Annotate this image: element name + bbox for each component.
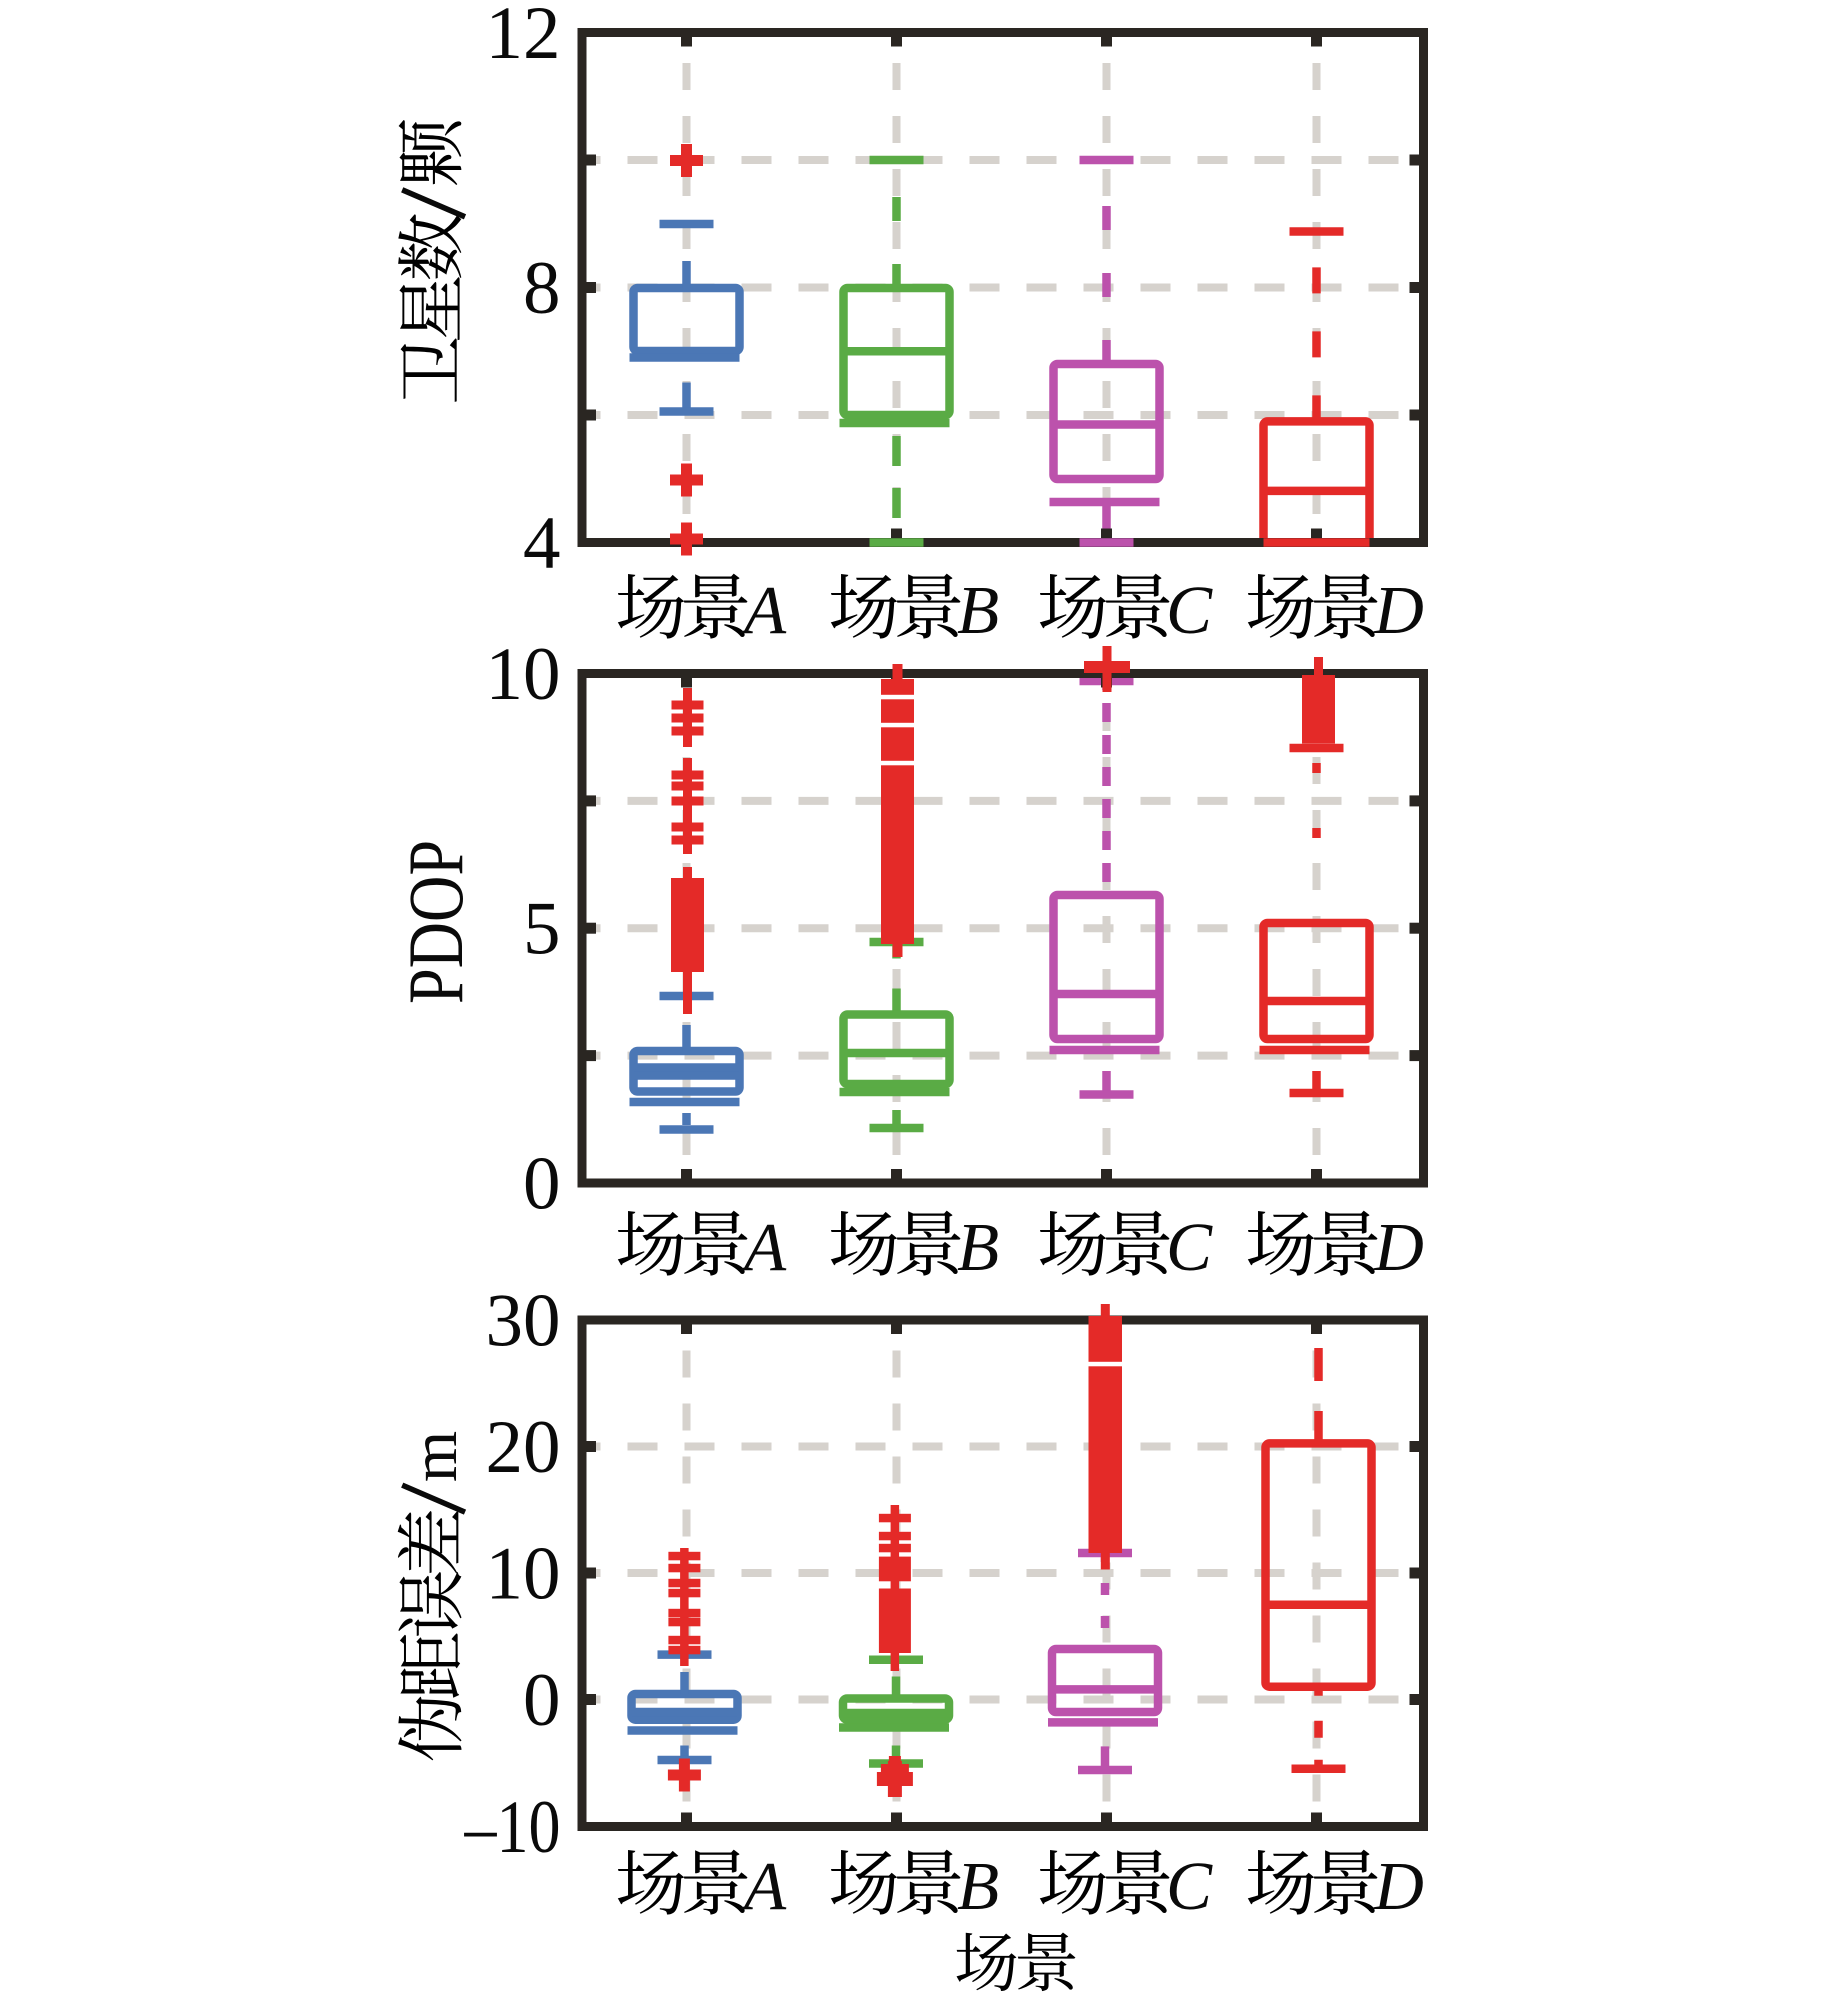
svg-text:C: C <box>1166 1848 1213 1924</box>
svg-text:–10: –10 <box>464 1786 561 1869</box>
svg-text:10: 10 <box>486 1532 561 1615</box>
svg-text:5: 5 <box>523 887 561 970</box>
svg-text:A: A <box>740 1209 787 1285</box>
svg-text:0: 0 <box>523 1142 561 1225</box>
svg-text:B: B <box>957 1848 999 1924</box>
svg-text:D: D <box>1373 1209 1424 1285</box>
svg-text:B: B <box>957 572 999 648</box>
svg-text:A: A <box>740 572 787 648</box>
svg-text:m: m <box>398 1431 471 1482</box>
svg-text:A: A <box>740 1848 787 1924</box>
svg-text:12: 12 <box>486 0 561 75</box>
svg-text:4: 4 <box>523 502 561 585</box>
svg-text:D: D <box>1373 1848 1424 1924</box>
svg-text:0: 0 <box>523 1659 561 1742</box>
svg-text:8: 8 <box>523 247 561 330</box>
svg-text:20: 20 <box>486 1406 561 1489</box>
svg-text:D: D <box>1373 572 1424 648</box>
svg-text:30: 30 <box>486 1279 561 1362</box>
svg-text:C: C <box>1166 1209 1213 1285</box>
svg-text:PDOP: PDOP <box>392 840 479 1004</box>
svg-text:10: 10 <box>486 633 561 716</box>
svg-text:B: B <box>957 1209 999 1285</box>
svg-text:C: C <box>1166 572 1213 648</box>
